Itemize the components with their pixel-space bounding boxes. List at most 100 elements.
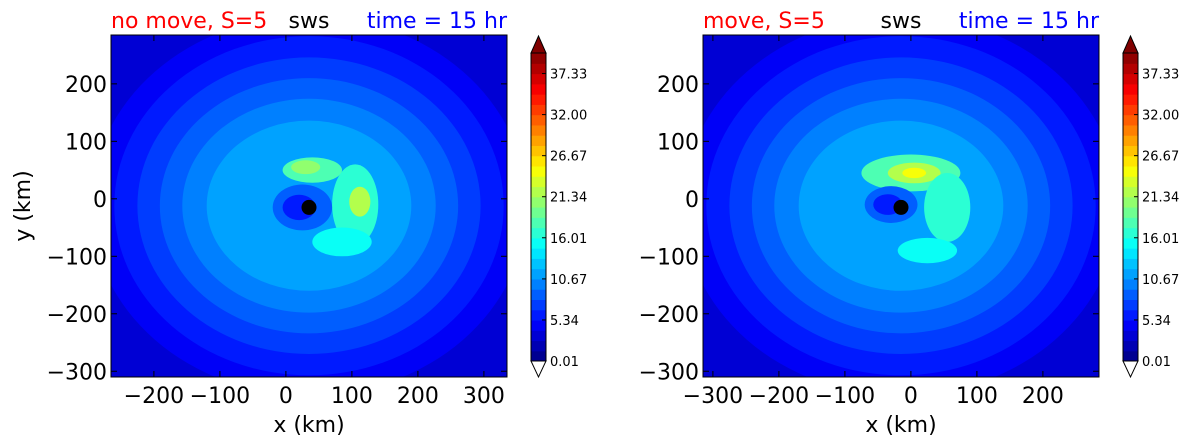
left-colorbar-tick-label: 16.01 bbox=[550, 232, 587, 247]
right-colorbar-segment bbox=[1123, 155, 1138, 167]
left-colorbar-tick-label: 32.00 bbox=[550, 109, 587, 124]
left-colorbar-segment bbox=[531, 289, 546, 300]
right-colorbar-tick-label: 10.67 bbox=[1142, 273, 1179, 288]
left-colorbar-segment bbox=[531, 299, 546, 311]
right-colorbar-segment bbox=[1123, 299, 1138, 311]
left-colorbar-segment bbox=[531, 83, 546, 95]
left-colorbar-tick-label: 0.01 bbox=[550, 355, 579, 370]
right-colorbar-segment bbox=[1123, 176, 1138, 188]
right-colorbar-segment bbox=[1123, 258, 1138, 270]
right-x-tick-label: 200 bbox=[1022, 384, 1064, 409]
right-colorbar-segment bbox=[1123, 309, 1138, 321]
right-colorbar-segment bbox=[1123, 196, 1138, 208]
right-colorbar-tick-label: 26.67 bbox=[1142, 150, 1179, 165]
left-colorbar-segment bbox=[531, 63, 546, 75]
left-colorbar-frame bbox=[530, 52, 547, 362]
left-y-tick-label: 0 bbox=[93, 188, 107, 213]
right-y-tick-label: 200 bbox=[657, 73, 699, 98]
left-y-ticks: −300 −200 −100 0 100 200 bbox=[47, 73, 507, 385]
right-y-tick-label: −200 bbox=[639, 303, 699, 328]
right-colorbar-segment bbox=[1123, 350, 1138, 362]
left-colorbar-tick-label: 26.67 bbox=[550, 150, 587, 165]
left-x-tick-label: 0 bbox=[279, 384, 293, 409]
right-colorbar-segment bbox=[1123, 248, 1138, 259]
right-axes-frame bbox=[702, 34, 1100, 378]
right-colorbar-max-extension bbox=[1122, 34, 1139, 54]
left-colorbar-segment bbox=[531, 350, 546, 362]
right-colorbar-segment bbox=[1123, 83, 1138, 95]
left-x-axis-label: x (km) bbox=[273, 413, 344, 438]
left-colorbar-segment bbox=[531, 135, 546, 146]
left-colorbar-segment bbox=[531, 155, 546, 167]
left-chart-title-left: no move, S=5 bbox=[111, 9, 267, 34]
right-contour-feature bbox=[902, 167, 927, 179]
left-x-tick-label: 300 bbox=[463, 384, 505, 409]
right-colorbar-segment bbox=[1123, 63, 1138, 75]
right-y-tick-label: 100 bbox=[657, 130, 699, 155]
right-y-tick-label: −100 bbox=[639, 245, 699, 270]
left-y-tick-label: −300 bbox=[47, 360, 107, 385]
right-colorbar-tick-label: 16.01 bbox=[1142, 232, 1179, 247]
left-colorbar-segment bbox=[531, 124, 546, 136]
left-x-tick-label: 100 bbox=[331, 384, 373, 409]
left-x-tick-label: −100 bbox=[190, 384, 250, 409]
left-colorbar-segment bbox=[531, 207, 546, 218]
right-colorbar-segment bbox=[1123, 207, 1138, 218]
right-x-tick-label: 100 bbox=[956, 384, 998, 409]
right-colorbar-segment bbox=[1123, 278, 1138, 290]
left-y-tick-label: 200 bbox=[65, 73, 107, 98]
right-colorbar: 0.01 5.34 10.67 16.01 21.34 26.67 32.00 37.33 bbox=[1122, 34, 1179, 379]
right-colorbar-min-extension bbox=[1122, 360, 1139, 379]
right-colorbar-segment bbox=[1123, 237, 1138, 249]
right-colorbar-segment bbox=[1123, 227, 1138, 239]
left-colorbar-segment bbox=[531, 309, 546, 321]
left-colorbar-tick-label: 37.33 bbox=[550, 68, 587, 83]
left-colorbar-tick-label: 21.34 bbox=[550, 191, 587, 206]
right-storm-center-marker bbox=[893, 199, 909, 215]
left-chart-panel: no move, S=5 sws time = 15 hr −200 −100 0 1… bbox=[11, 9, 508, 438]
left-colorbar-segment bbox=[531, 237, 546, 249]
right-colorbar-segment bbox=[1123, 73, 1138, 85]
right-x-tick-label: 0 bbox=[904, 384, 918, 409]
right-chart-title-right: time = 15 hr bbox=[959, 9, 1100, 34]
left-colorbar-segment bbox=[531, 340, 546, 352]
left-colorbar-segment bbox=[531, 278, 546, 290]
right-x-tick-label: −100 bbox=[815, 384, 875, 409]
left-colorbar-segment bbox=[531, 53, 546, 64]
left-colorbar-segment bbox=[531, 330, 546, 342]
left-colorbar-tick-label: 5.34 bbox=[550, 314, 579, 329]
left-axes-frame bbox=[110, 34, 508, 378]
left-colorbar-segment bbox=[531, 73, 546, 85]
left-chart-title-center: sws bbox=[289, 9, 330, 34]
left-colorbar-segment bbox=[531, 258, 546, 270]
left-colorbar-segment bbox=[531, 319, 546, 331]
left-colorbar-segment bbox=[531, 227, 546, 239]
left-colorbar-segment bbox=[531, 217, 546, 229]
left-y-tick-label: −100 bbox=[47, 245, 107, 270]
right-colorbar-tick-label: 21.34 bbox=[1142, 191, 1179, 206]
left-colorbar-tick-label: 10.67 bbox=[550, 273, 587, 288]
right-colorbar-segment bbox=[1123, 289, 1138, 300]
left-contour-feature bbox=[312, 227, 372, 257]
right-colorbar-segment bbox=[1123, 94, 1138, 105]
left-colorbar-segment bbox=[531, 176, 546, 188]
left-contour-feature bbox=[349, 186, 371, 217]
right-x-ticks: −300 −200 −100 0 100 200 bbox=[683, 35, 1064, 409]
right-colorbar-segment bbox=[1123, 53, 1138, 64]
left-x-ticks: −200 −100 0 100 200 300 bbox=[124, 35, 505, 409]
right-colorbar-segment bbox=[1123, 165, 1138, 177]
right-colorbar-segment bbox=[1123, 319, 1138, 331]
left-colorbar-segment bbox=[531, 145, 546, 157]
right-colorbar-segment bbox=[1123, 268, 1138, 280]
right-colorbar-tick-label: 32.00 bbox=[1142, 109, 1179, 124]
right-chart-title-left: move, S=5 bbox=[703, 9, 825, 34]
left-colorbar-segment bbox=[531, 94, 546, 105]
left-storm-center-marker bbox=[301, 199, 317, 215]
right-colorbar-segment bbox=[1123, 330, 1138, 342]
left-colorbar-segment bbox=[531, 114, 546, 126]
right-colorbar-segment bbox=[1123, 114, 1138, 126]
left-colorbar-segment bbox=[531, 165, 546, 177]
right-x-tick-label: −200 bbox=[749, 384, 809, 409]
right-colorbar-segment bbox=[1123, 340, 1138, 352]
right-chart-panel: move, S=5 sws time = 15 hr −300 −200 −100 0… bbox=[639, 9, 1100, 438]
